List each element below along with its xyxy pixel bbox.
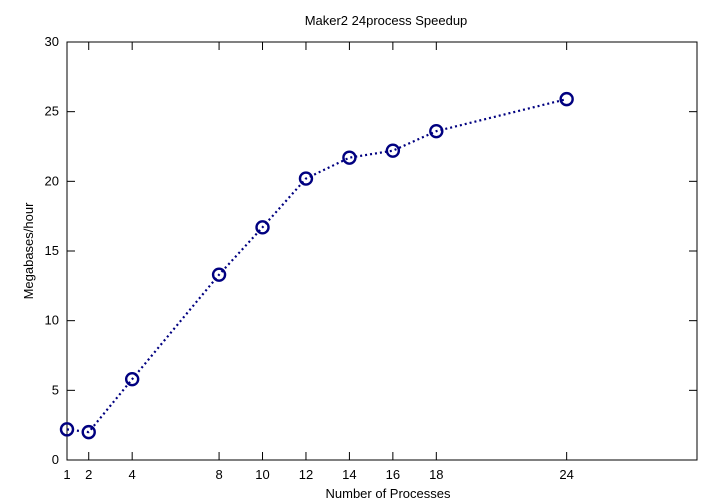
y-tick-label: 25 bbox=[45, 104, 59, 119]
y-tick-label: 10 bbox=[45, 313, 59, 328]
x-tick-label: 8 bbox=[215, 467, 222, 482]
x-axis-label: Number of Processes bbox=[326, 486, 451, 501]
x-tick-label: 18 bbox=[429, 467, 443, 482]
y-tick-label: 0 bbox=[52, 452, 59, 467]
x-tick-label: 4 bbox=[129, 467, 136, 482]
x-tick-label: 1 bbox=[63, 467, 70, 482]
x-tick-label: 16 bbox=[386, 467, 400, 482]
x-tick-label: 24 bbox=[559, 467, 573, 482]
x-tick-label: 12 bbox=[299, 467, 313, 482]
x-tick-label: 14 bbox=[342, 467, 356, 482]
data-point bbox=[342, 150, 357, 165]
data-point bbox=[429, 123, 444, 139]
x-tick-label: 10 bbox=[255, 467, 269, 482]
data-point bbox=[255, 220, 270, 235]
y-tick-label: 5 bbox=[52, 382, 59, 397]
x-tick-label: 2 bbox=[85, 467, 92, 482]
data-point bbox=[124, 371, 140, 387]
x-axis: 1 2 4 8 10 12 14 16 18 24 bbox=[63, 42, 574, 482]
series-line bbox=[66, 98, 567, 434]
y-tick-label: 15 bbox=[45, 243, 59, 258]
y-axis-label: Megabases/hour bbox=[21, 202, 36, 300]
y-tick-label: 30 bbox=[45, 34, 59, 49]
data-point bbox=[385, 143, 401, 158]
data-point bbox=[81, 424, 96, 440]
series-layer bbox=[59, 91, 574, 440]
data-point bbox=[559, 91, 574, 107]
y-tick-label: 20 bbox=[45, 173, 59, 188]
data-point bbox=[59, 422, 75, 437]
y-axis: 0 5 10 15 20 25 30 bbox=[45, 34, 697, 467]
chart-title: Maker2 24process Speedup bbox=[305, 13, 468, 28]
data-point bbox=[211, 267, 227, 282]
plot-frame bbox=[66, 41, 698, 461]
data-point bbox=[298, 171, 314, 186]
